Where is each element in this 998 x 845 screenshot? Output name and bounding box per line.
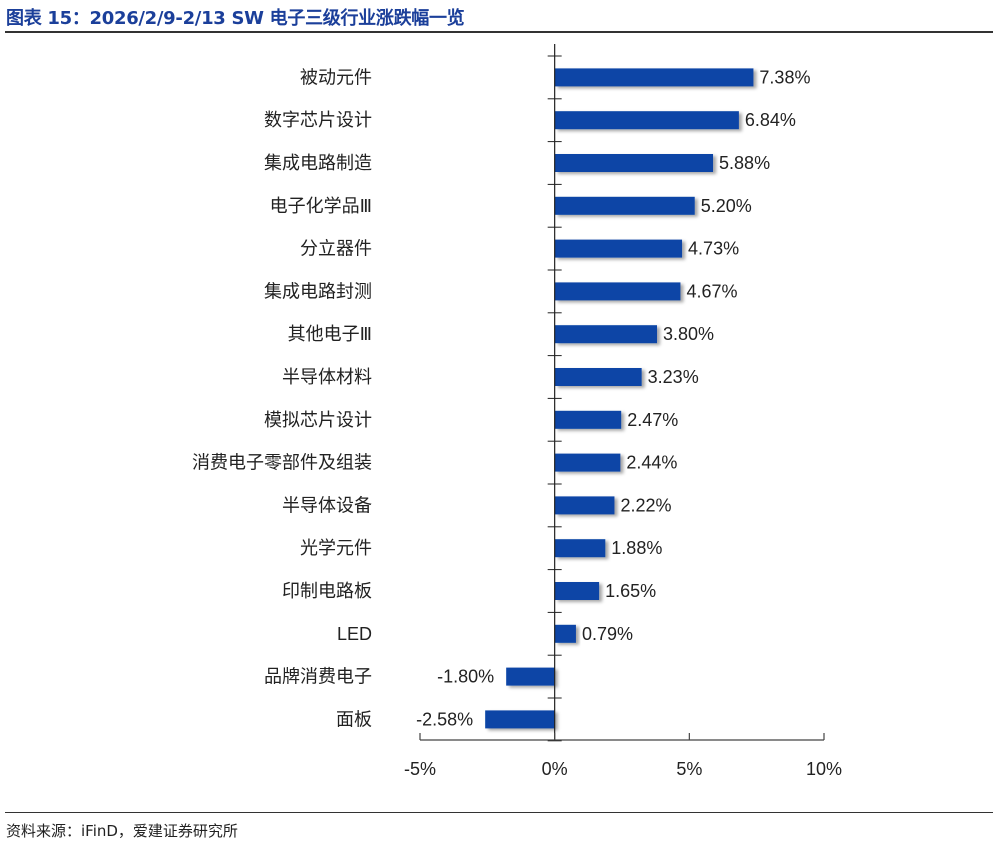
- bar: [554, 325, 658, 344]
- data-label: 0.79%: [582, 624, 633, 644]
- source-divider: [5, 812, 993, 813]
- data-label: 3.80%: [663, 324, 714, 344]
- data-label: -1.80%: [437, 667, 494, 687]
- category-label: 被动元件: [300, 67, 372, 87]
- category-label: 分立器件: [300, 239, 372, 259]
- bar: [554, 239, 683, 258]
- chart-title: 图表 15：2026/2/9-2/13 SW 电子三级行业涨跌幅一览: [6, 8, 465, 29]
- category-label: 电子化学品Ⅲ: [270, 196, 372, 216]
- bar: [506, 667, 555, 686]
- data-label: 2.47%: [627, 410, 678, 430]
- category-label: 半导体材料: [282, 367, 372, 387]
- category-label: 消费电子零部件及组装: [192, 453, 372, 473]
- bar: [554, 582, 600, 600]
- bar: [554, 539, 606, 558]
- bar: [554, 111, 739, 130]
- bar: [554, 282, 681, 301]
- bar: [554, 453, 621, 472]
- category-label: 集成电路制造: [264, 153, 372, 173]
- category-label: 面板: [336, 709, 372, 729]
- category-label: 品牌消费电子: [264, 667, 372, 687]
- data-label: 2.44%: [626, 453, 677, 473]
- data-label: 5.20%: [701, 196, 752, 216]
- data-label: 1.65%: [605, 581, 656, 601]
- bar: [554, 154, 714, 172]
- category-label: 数字芯片设计: [264, 110, 372, 130]
- data-label: 4.67%: [686, 281, 737, 301]
- bar: [554, 196, 695, 215]
- category-label: 其他电子Ⅲ: [288, 324, 372, 344]
- data-label: 4.73%: [688, 239, 739, 259]
- bar: [554, 496, 615, 515]
- category-label: LED: [337, 624, 372, 644]
- bar-chart: 被动元件 7.38% 数字芯片设计 6.84% 集成电路制造 5.88% 电子化学品Ⅲ 5.2…: [192, 44, 842, 779]
- x-tick-label: 5%: [676, 759, 702, 779]
- category-label: 光学元件: [300, 538, 372, 558]
- data-label: 2.22%: [620, 495, 671, 515]
- bar: [554, 368, 642, 386]
- x-tick-label: -5%: [404, 759, 436, 779]
- x-tick-label: 0%: [542, 759, 568, 779]
- x-tick-label: 10%: [806, 759, 842, 779]
- title-divider: [5, 31, 993, 33]
- bar: [554, 68, 754, 87]
- data-label: 7.38%: [759, 67, 810, 87]
- source-note: 资料来源：iFinD，爱建证券研究所: [6, 822, 238, 840]
- category-label: 印制电路板: [282, 581, 372, 601]
- bar: [485, 710, 555, 729]
- data-label: 6.84%: [745, 110, 796, 130]
- category-label: 集成电路封测: [264, 281, 372, 301]
- data-label: 1.88%: [611, 538, 662, 558]
- category-label: 模拟芯片设计: [264, 410, 372, 430]
- bar: [554, 624, 576, 643]
- data-label: -2.58%: [416, 709, 473, 729]
- bar: [554, 410, 622, 429]
- category-label: 半导体设备: [282, 495, 372, 515]
- data-label: 5.88%: [719, 153, 770, 173]
- data-label: 3.23%: [648, 367, 699, 387]
